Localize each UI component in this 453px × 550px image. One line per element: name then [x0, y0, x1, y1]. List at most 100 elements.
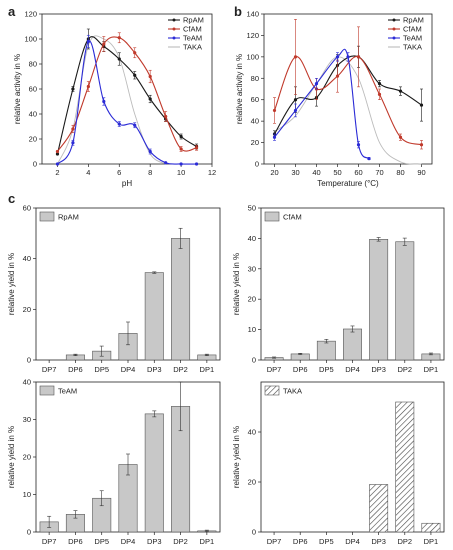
data-point: [419, 103, 424, 107]
legend-label: TeAM: [403, 34, 422, 43]
x-tick-label: DP5: [94, 365, 109, 374]
y-tick-label: 100: [246, 52, 259, 61]
x-tick-label: DP7: [267, 365, 282, 374]
panel-b-line-chart: 20 30 40 50 60 70 80 90 0 20 40 60 80 100 120 140 Temper…: [235, 10, 433, 188]
data-point: [102, 99, 106, 104]
series-line-RpAM: [274, 55, 422, 135]
bar-DP2: [171, 238, 191, 361]
plot-frame: [263, 13, 433, 165]
x-axis-label: pH: [122, 179, 132, 188]
y-axis-label: relative yield in %: [7, 253, 16, 315]
x-tick-label: DP2: [173, 365, 188, 374]
y-tick-label: 0: [27, 528, 31, 537]
x-tick-label: DP5: [319, 537, 334, 546]
series-line-CfAM: [273, 56, 422, 146]
data-point: [117, 122, 121, 126]
x-tick-label: DP7: [42, 537, 57, 546]
data-point: [293, 55, 298, 59]
data-point: [86, 39, 90, 44]
legend: TAKA: [264, 385, 302, 396]
x-tick-label: 6: [117, 168, 121, 177]
series-line-CfAM: [57, 36, 197, 152]
y-tick-label: 40: [251, 117, 259, 126]
panel-c4-bar-chart: 0 20 40 relative yield in % DP7 DP6 DP5 DP4 DP3 D…: [232, 381, 445, 546]
bar-DP3: [369, 484, 389, 533]
legend-label: CfAM: [183, 25, 202, 34]
data-point: [55, 152, 60, 156]
data-point: [71, 141, 75, 145]
series-line-RpAM: [56, 36, 197, 155]
data-point: [55, 149, 60, 154]
y-tick-label: 60: [23, 204, 31, 213]
bar-DP4: [343, 328, 362, 361]
x-tick-label: DP6: [68, 365, 83, 374]
panel-c3-bar-chart: 0 10 20 30 40 relative yield in % DP7 DP6 DP5 DP4…: [7, 378, 221, 546]
panel-c2-bar-chart: 0 10 20 30 40 50 relative yield in % DP7 DP6 DP5 D…: [232, 204, 445, 374]
bar-DP3: [144, 272, 164, 361]
x-tick-label: DP1: [424, 537, 439, 546]
data-point: [117, 57, 121, 61]
y-tick-label: 40: [29, 110, 37, 119]
x-tick-label: DP4: [121, 365, 136, 374]
x-tick-label: DP7: [267, 537, 282, 546]
y-tick-label: 40: [23, 254, 31, 263]
legend-marker: [392, 27, 396, 31]
legend-label: TAKA: [183, 43, 202, 52]
y-tick-label: 20: [248, 478, 256, 487]
y-tick-label: 0: [255, 160, 259, 169]
x-tick-label: DP3: [147, 365, 162, 374]
y-tick-label: 20: [248, 295, 256, 304]
y-tick-label: 30: [23, 415, 31, 424]
data-point: [272, 135, 277, 139]
x-tick-label: 60: [354, 168, 362, 177]
y-tick-label: 120: [246, 31, 259, 40]
bar-DP3: [369, 239, 389, 361]
legend: CfAM: [264, 211, 302, 222]
data-point: [133, 51, 137, 55]
y-tick-label: 140: [246, 10, 259, 19]
x-tick-label: DP4: [345, 537, 360, 546]
bar-DP5: [316, 340, 336, 361]
x-tick-label: DP3: [371, 365, 386, 374]
panel-c1-bar-chart: 0 20 40 60 relative yield in % DP7 DP6 DP5 DP4 DP…: [7, 204, 221, 374]
series-line-TAKA: [57, 35, 166, 165]
series-line-TeAM: [57, 40, 197, 165]
x-tick-label: DP7: [42, 365, 57, 374]
y-tick-label: 80: [251, 74, 259, 83]
series-line-TeAM: [274, 48, 370, 160]
data-point: [133, 73, 137, 77]
legend-label: TeAM: [183, 34, 202, 43]
data-point: [179, 147, 183, 151]
x-tick-label: 20: [270, 168, 278, 177]
legend-swatch: [39, 385, 55, 396]
y-tick-label: 40: [248, 428, 256, 437]
legend-label: RpAM: [58, 213, 79, 222]
data-point: [367, 157, 371, 161]
y-tick-label: 120: [24, 10, 37, 19]
y-tick-label: 10: [23, 490, 31, 499]
x-tick-label: DP3: [147, 537, 162, 546]
y-tick-label: 20: [23, 453, 31, 462]
y-tick-label: 30: [248, 264, 256, 273]
x-tick-label: DP3: [371, 537, 386, 546]
x-tick-label: 40: [312, 168, 320, 177]
legend: RpAM: [39, 211, 79, 222]
bar-DP3: [144, 413, 164, 533]
data-point: [71, 127, 75, 131]
x-tick-label: DP5: [94, 537, 109, 546]
data-point: [194, 146, 199, 150]
legend-label: RpAM: [403, 16, 424, 25]
x-tick-label: 30: [291, 168, 299, 177]
y-tick-label: 40: [23, 378, 31, 387]
x-tick-label: 12: [208, 168, 216, 177]
data-point: [356, 143, 361, 147]
y-axis-label: relative yield in %: [7, 426, 16, 488]
bar-DP2: [395, 241, 415, 361]
data-point: [293, 98, 298, 102]
legend-swatch: [264, 385, 280, 396]
panel-letter-c: c: [8, 191, 15, 206]
data-point: [133, 123, 137, 127]
